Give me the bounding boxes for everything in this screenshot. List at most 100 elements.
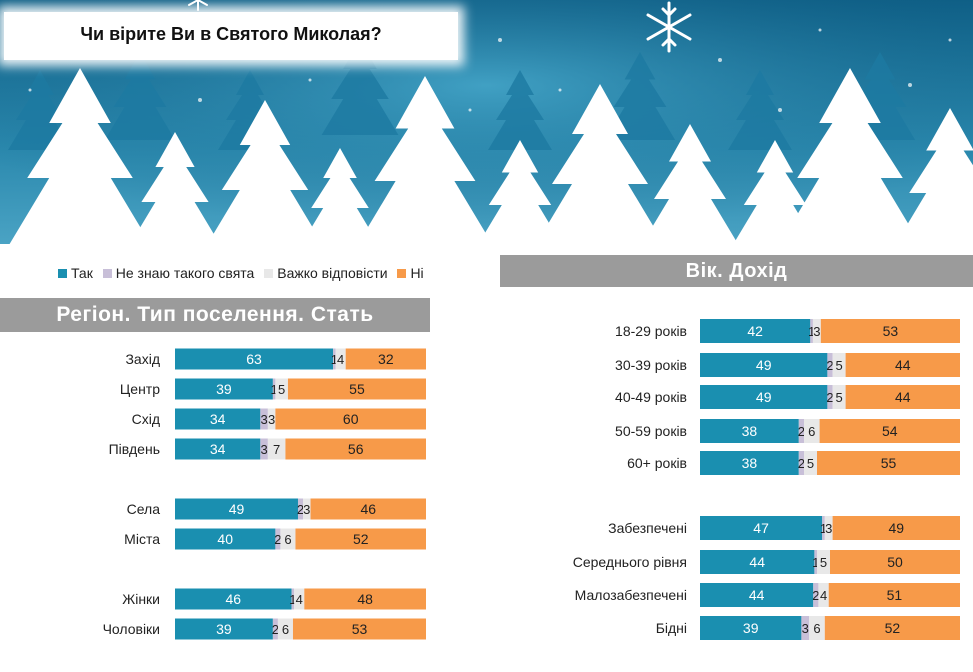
data-label: 48	[357, 591, 373, 607]
data-label: 44	[749, 554, 765, 570]
no-segment	[345, 348, 426, 370]
data-label: 1	[808, 324, 815, 339]
data-label: 38	[742, 455, 758, 471]
data-label: 52	[885, 620, 901, 636]
category-label: Жінки	[122, 591, 160, 607]
chart-title: Чи вірите Ви в Святого Миколая?	[80, 24, 382, 44]
hard-to-say-segment	[335, 348, 346, 370]
no-segment	[832, 516, 960, 540]
no-segment	[830, 550, 960, 574]
data-label: 32	[378, 351, 394, 367]
legend-label: Ні	[410, 265, 424, 281]
legend-swatch	[264, 269, 274, 278]
data-label: 34	[210, 441, 226, 457]
data-label: 2	[798, 424, 805, 439]
data-label: 49	[889, 520, 905, 536]
no-segment	[292, 618, 426, 640]
legend-swatch	[58, 269, 67, 278]
data-label: 55	[881, 455, 897, 471]
legend-label: Так	[71, 265, 93, 281]
data-label: 1	[271, 382, 278, 397]
unknown-segment	[814, 550, 817, 574]
data-label: 5	[807, 456, 814, 471]
unknown-segment	[801, 616, 810, 640]
data-label: 3	[825, 521, 832, 536]
hard-to-say-segment	[277, 618, 293, 640]
no-segment	[287, 378, 426, 400]
no-segment	[845, 353, 960, 377]
data-label: 53	[352, 621, 368, 637]
data-label: 60	[343, 411, 359, 427]
right-section-header: Вік. Дохід	[500, 255, 973, 287]
data-label: 5	[835, 390, 842, 405]
data-label: 2	[297, 502, 304, 517]
hard-to-say-segment	[832, 385, 846, 409]
unknown-segment	[333, 348, 336, 370]
data-label: 5	[835, 358, 842, 373]
category-label: Центр	[120, 381, 160, 397]
legend-swatch	[102, 269, 112, 278]
data-label: 2	[812, 588, 819, 603]
yes-segment	[175, 378, 273, 400]
category-label: Південь	[109, 441, 160, 457]
data-label: 44	[749, 587, 765, 603]
data-label: 2	[826, 390, 833, 405]
yes-segment	[700, 550, 815, 574]
hard-to-say-segment	[809, 616, 825, 640]
data-label: 56	[348, 441, 364, 457]
data-label: 39	[216, 621, 232, 637]
unknown-segment	[798, 451, 804, 475]
data-label: 3	[260, 442, 267, 457]
hard-to-say-segment	[804, 451, 817, 475]
data-label: 6	[282, 622, 289, 637]
data-label: 2	[272, 622, 279, 637]
unknown-segment	[827, 353, 833, 377]
data-label: 7	[273, 442, 280, 457]
data-label: 1	[820, 521, 827, 536]
data-label: 39	[743, 620, 759, 636]
hard-to-say-segment	[267, 408, 276, 430]
unknown-segment	[291, 588, 295, 610]
data-label: 55	[349, 381, 365, 397]
data-label: 3	[802, 621, 809, 636]
yes-segment	[175, 408, 261, 430]
hard-to-say-segment	[817, 550, 830, 574]
legend-item-hard-to-say: Важко відповісти	[264, 265, 388, 281]
yes-segment	[175, 618, 273, 640]
data-label: 47	[753, 520, 769, 536]
category-label: Схід	[132, 411, 160, 427]
category-label: Міста	[124, 531, 160, 547]
data-label: 3	[260, 412, 267, 427]
legend-swatch	[397, 269, 407, 278]
data-label: 52	[353, 531, 369, 547]
data-label: 2	[274, 532, 281, 547]
data-label: 3	[813, 324, 820, 339]
data-label: 51	[887, 587, 903, 603]
legend-item-unknown-holiday: Не знаю такого свята	[102, 265, 254, 281]
data-label: 42	[747, 323, 763, 339]
data-label: 2	[826, 358, 833, 373]
hard-to-say-segment	[280, 528, 296, 550]
data-label: 6	[813, 621, 820, 636]
snowflake-icon	[646, 1, 692, 53]
category-label: 40-49 років	[615, 389, 687, 405]
legend-item-yes: Так	[58, 265, 93, 281]
category-label: 60+ років	[627, 455, 687, 471]
data-label: 3	[268, 412, 275, 427]
yes-segment	[700, 583, 814, 607]
data-label: 49	[756, 357, 772, 373]
hard-to-say-segment	[267, 438, 286, 460]
yes-segment	[175, 348, 334, 370]
data-label: 2	[798, 456, 805, 471]
category-label: Захід	[125, 351, 160, 367]
no-segment	[285, 438, 426, 460]
hard-to-say-segment	[275, 378, 288, 400]
data-label: 1	[289, 592, 296, 607]
data-label: 50	[887, 554, 903, 570]
category-label: 18-29 років	[615, 323, 687, 339]
data-label: 4	[820, 588, 827, 603]
legend-item-no: Ні	[397, 265, 424, 281]
